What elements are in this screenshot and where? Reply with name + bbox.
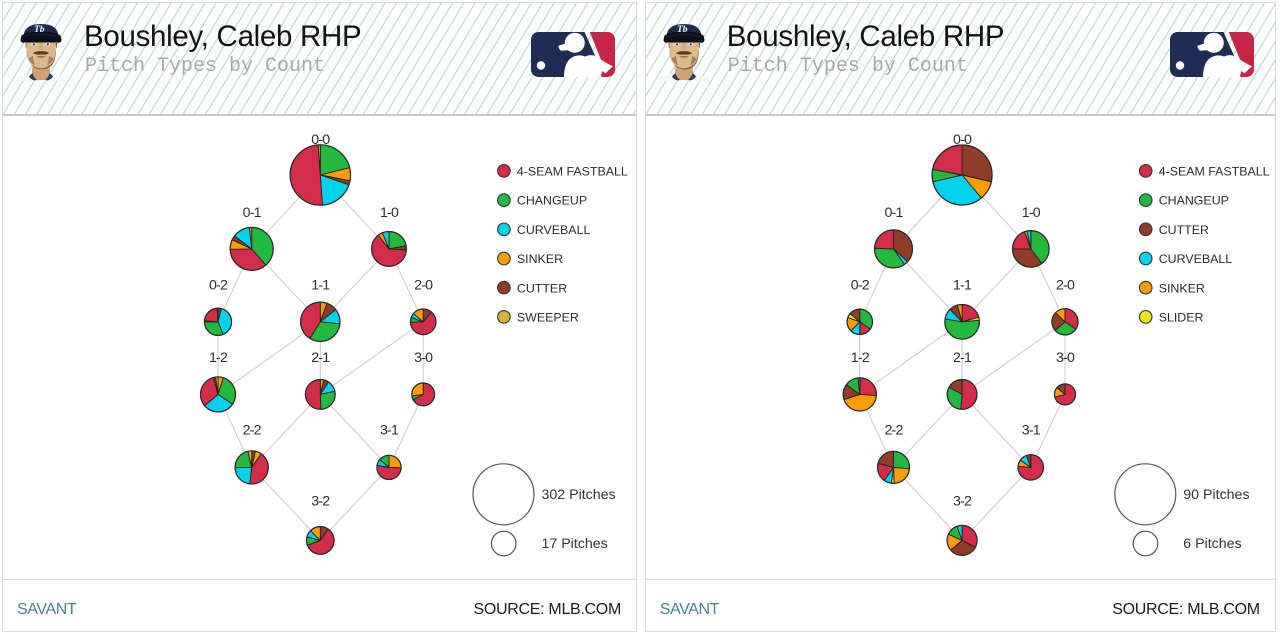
svg-text:0-1: 0-1 [884,205,903,221]
svg-text:17 Pitches: 17 Pitches [542,536,608,552]
svg-text:SWEEPER: SWEEPER [517,311,579,325]
svg-text:302 Pitches: 302 Pitches [542,487,616,503]
svg-text:CUTTER: CUTTER [517,281,567,295]
svg-text:3-2: 3-2 [311,494,330,510]
svg-text:2-0: 2-0 [1056,278,1075,294]
svg-text:2-0: 2-0 [414,278,433,294]
svg-text:SLIDER: SLIDER [1159,311,1204,325]
svg-text:0-2: 0-2 [209,278,228,294]
svg-text:1-2: 1-2 [209,350,228,366]
svg-text:0-2: 0-2 [851,278,870,294]
svg-text:1-1: 1-1 [953,278,972,294]
svg-text:3-2: 3-2 [953,494,972,510]
svg-text:1-2: 1-2 [851,350,870,366]
svg-text:3-1: 3-1 [380,423,399,439]
svg-text:3-0: 3-0 [1056,350,1075,366]
svg-text:CHANGEUP: CHANGEUP [517,194,587,208]
svg-text:Tb: Tb [677,25,688,35]
svg-text:CUTTER: CUTTER [1159,223,1209,237]
svg-text:1-0: 1-0 [1022,205,1041,221]
svg-text:SINKER: SINKER [1159,281,1205,295]
svg-text:CURVEBALL: CURVEBALL [1159,252,1233,266]
svg-text:CHANGEUP: CHANGEUP [1159,194,1229,208]
svg-text:2-2: 2-2 [884,423,903,439]
svg-text:0-0: 0-0 [953,132,972,148]
svg-text:3-0: 3-0 [414,350,433,366]
svg-text:4-SEAM FASTBALL: 4-SEAM FASTBALL [517,165,628,179]
svg-text:CURVEBALL: CURVEBALL [517,223,591,237]
svg-text:1-0: 1-0 [380,205,399,221]
svg-text:2-1: 2-1 [311,350,330,366]
svg-text:1-1: 1-1 [311,278,330,294]
svg-text:4-SEAM FASTBALL: 4-SEAM FASTBALL [1159,165,1270,179]
svg-text:0-0: 0-0 [311,132,330,148]
svg-text:2-2: 2-2 [243,423,262,439]
svg-text:3-1: 3-1 [1022,423,1041,439]
svg-text:2-1: 2-1 [953,350,972,366]
svg-text:SINKER: SINKER [517,252,563,266]
svg-text:6 Pitches: 6 Pitches [1183,536,1241,552]
svg-text:90 Pitches: 90 Pitches [1183,487,1249,503]
svg-text:Tb: Tb [34,25,45,35]
svg-text:0-1: 0-1 [243,205,262,221]
